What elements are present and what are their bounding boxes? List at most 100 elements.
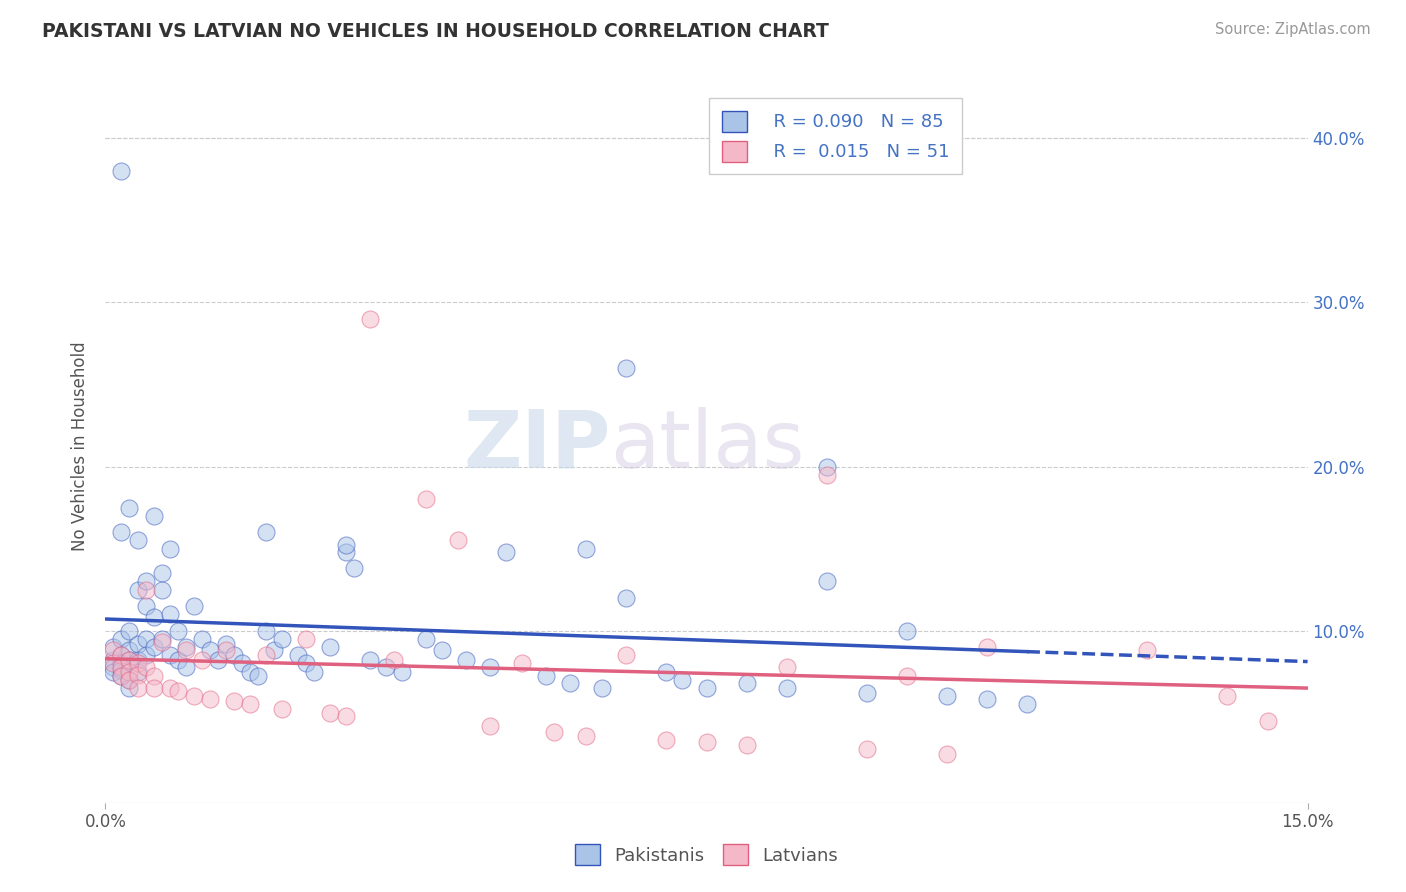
Point	[174, 640, 197, 654]
Point	[896, 624, 918, 638]
Point	[575, 729, 598, 743]
Point	[270, 632, 292, 646]
Point	[166, 653, 188, 667]
Point	[135, 648, 157, 662]
Point	[655, 665, 678, 679]
Point	[174, 659, 197, 673]
Point	[207, 653, 229, 667]
Point	[103, 659, 125, 673]
Point	[214, 637, 236, 651]
Point	[319, 640, 342, 654]
Point	[183, 689, 205, 703]
Point	[166, 684, 188, 698]
Point	[142, 669, 165, 683]
Point	[214, 643, 236, 657]
Point	[335, 709, 357, 723]
Point	[319, 706, 342, 720]
Point	[118, 500, 141, 515]
Point	[415, 632, 437, 646]
Point	[1257, 714, 1279, 728]
Point	[302, 665, 325, 679]
Text: Source: ZipAtlas.com: Source: ZipAtlas.com	[1215, 22, 1371, 37]
Point	[159, 607, 181, 622]
Point	[127, 533, 149, 548]
Point	[110, 525, 132, 540]
Point	[222, 694, 245, 708]
Point	[616, 648, 638, 662]
Point	[776, 681, 799, 695]
Y-axis label: No Vehicles in Household: No Vehicles in Household	[72, 341, 90, 551]
Point	[735, 676, 758, 690]
Point	[343, 561, 366, 575]
Point	[118, 653, 141, 667]
Point	[174, 643, 197, 657]
Point	[616, 361, 638, 376]
Point	[246, 669, 269, 683]
Point	[510, 657, 533, 671]
Legend: Pakistanis, Latvians: Pakistanis, Latvians	[568, 837, 845, 872]
Point	[110, 648, 132, 662]
Point	[110, 648, 132, 662]
Point	[142, 610, 165, 624]
Point	[815, 459, 838, 474]
Point	[382, 653, 405, 667]
Point	[135, 574, 157, 589]
Point	[110, 657, 132, 671]
Point	[976, 640, 998, 654]
Point	[110, 164, 132, 178]
Point	[374, 659, 398, 673]
Point	[135, 599, 157, 613]
Point	[560, 676, 582, 690]
Point	[495, 545, 517, 559]
Point	[150, 632, 173, 646]
Point	[295, 657, 318, 671]
Point	[159, 681, 181, 695]
Point	[118, 643, 141, 657]
Point	[359, 311, 381, 326]
Point	[110, 669, 132, 683]
Point	[335, 545, 357, 559]
Point	[103, 653, 125, 667]
Point	[936, 689, 959, 703]
Point	[359, 653, 381, 667]
Point	[391, 665, 413, 679]
Point	[127, 681, 149, 695]
Point	[591, 681, 613, 695]
Point	[415, 492, 437, 507]
Point	[127, 582, 149, 597]
Point	[142, 640, 165, 654]
Point	[976, 692, 998, 706]
Point	[190, 632, 212, 646]
Point	[543, 725, 565, 739]
Point	[335, 538, 357, 552]
Point	[103, 640, 125, 654]
Point	[127, 668, 149, 682]
Point	[127, 653, 149, 667]
Text: atlas: atlas	[610, 407, 804, 485]
Point	[142, 681, 165, 695]
Point	[254, 525, 277, 540]
Point	[447, 533, 470, 548]
Point	[183, 599, 205, 613]
Point	[263, 643, 285, 657]
Point	[815, 574, 838, 589]
Point	[735, 739, 758, 753]
Point	[239, 665, 262, 679]
Point	[103, 643, 125, 657]
Point	[159, 648, 181, 662]
Point	[1017, 698, 1039, 712]
Point	[127, 637, 149, 651]
Point	[254, 624, 277, 638]
Point	[454, 653, 477, 667]
Point	[135, 659, 157, 673]
Point	[479, 719, 502, 733]
Point	[142, 508, 165, 523]
Point	[896, 669, 918, 683]
Point	[815, 467, 838, 482]
Point	[696, 681, 718, 695]
Point	[534, 669, 557, 683]
Point	[159, 541, 181, 556]
Point	[479, 659, 502, 673]
Point	[287, 648, 309, 662]
Point	[1216, 689, 1239, 703]
